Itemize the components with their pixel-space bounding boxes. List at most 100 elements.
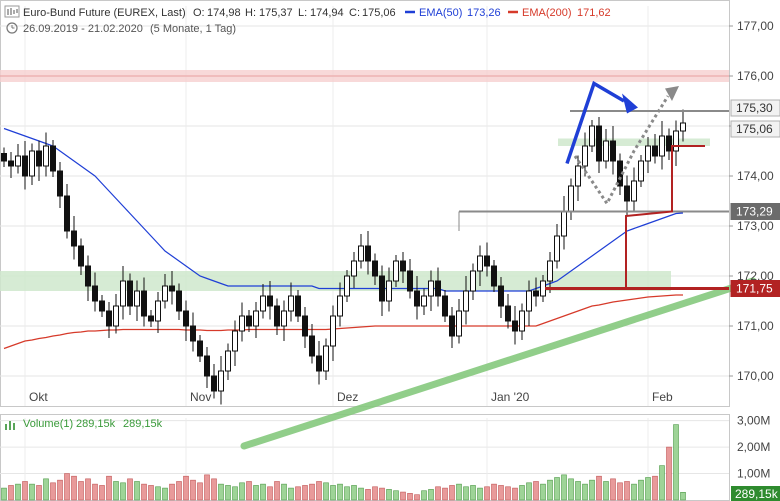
volume-bar: [288, 487, 294, 501]
volume-bar: [526, 482, 532, 501]
candle-body-down: [190, 325, 196, 342]
volume-value-2: 289,15k: [123, 418, 163, 430]
volume-bar: [624, 481, 630, 501]
volume-bar: [162, 487, 168, 501]
volume-bar: [603, 481, 609, 501]
volume-bar: [582, 483, 588, 501]
candle: [344, 270, 350, 302]
candle-body-up: [337, 295, 343, 317]
ohlc-high-value: 175,37: [259, 7, 293, 19]
volume-bar: [169, 483, 175, 501]
candle-body-up: [260, 295, 266, 312]
candle: [134, 280, 140, 321]
candle: [547, 252, 553, 293]
volume-bar: [8, 485, 14, 501]
volume-bar: [547, 479, 553, 501]
candle-body-up: [519, 310, 525, 332]
candle: [246, 310, 252, 332]
candle-body-up: [120, 280, 126, 307]
volume-bar: [645, 477, 651, 501]
volume-bar: [274, 481, 280, 501]
date-label: Okt: [29, 390, 48, 404]
volume-bars: [1, 424, 686, 501]
ema-lines: [3, 127, 684, 350]
candle-body-down: [449, 315, 455, 337]
candle-body-down: [652, 145, 658, 157]
volume-bar: [1, 487, 7, 501]
candle: [358, 234, 364, 269]
candle-body-down: [8, 160, 14, 167]
price-tag-bg: [730, 99, 780, 117]
volume-bar: [554, 477, 560, 501]
volume-bar: [519, 485, 525, 501]
candle: [603, 129, 609, 169]
volume-bar: [92, 483, 98, 501]
volume-bar: [498, 485, 504, 501]
volume-bar: [533, 481, 539, 501]
price-tick-label: 173,00: [737, 219, 774, 233]
stop-step-line: [625, 145, 705, 289]
candle: [1, 147, 7, 167]
candle-body-down: [267, 295, 273, 307]
candle: [533, 277, 539, 307]
chart-type-icon[interactable]: [4, 5, 20, 18]
candle-body-up: [428, 280, 434, 297]
candle: [470, 263, 476, 300]
volume-bar: [71, 475, 77, 501]
date-axis: Okt Nov Dez Jan '20 Feb: [29, 390, 673, 404]
volume-bar: [421, 490, 427, 501]
candle: [659, 121, 665, 170]
candle-body-up: [421, 295, 427, 307]
candle: [624, 175, 630, 216]
ema50-label[interactable]: EMA(50): [419, 7, 462, 19]
candle: [505, 294, 511, 329]
candle-body-down: [204, 355, 210, 377]
candle-body-up: [568, 185, 574, 212]
price-tick-label: 170,00: [737, 369, 774, 383]
volume-bar: [148, 485, 154, 501]
candle: [260, 284, 266, 319]
volume-axis: 1,00M 2,00M 3,00M 289,15k: [731, 414, 780, 501]
candle-body-up: [547, 260, 553, 282]
candle: [302, 307, 308, 348]
ema200-label[interactable]: EMA(200): [522, 7, 572, 19]
candle: [365, 231, 371, 275]
volume-bar: [631, 483, 637, 501]
candle: [106, 302, 112, 338]
uptrend-line: [240, 277, 757, 450]
price-tag-bg: [730, 203, 780, 220]
candle-body-up: [463, 290, 469, 312]
candle-body-up: [253, 310, 259, 327]
candle-body-down: [85, 265, 91, 287]
ema200-line: [3, 294, 683, 350]
volume-bar: [253, 485, 259, 501]
candle-body-up: [162, 285, 168, 302]
volume-bar: [400, 491, 406, 501]
candle-body-up: [540, 280, 546, 297]
volume-bar: [302, 485, 308, 501]
volume-bar: [575, 481, 581, 501]
candle-body-down: [666, 135, 672, 152]
price-tick-label: 171,00: [737, 319, 774, 333]
price-tag-label: 175,30: [736, 101, 773, 115]
clock-icon: [6, 22, 18, 34]
projection-arrowhead: [665, 86, 679, 101]
candle: [113, 294, 119, 334]
volume-bar: [386, 489, 392, 501]
volume-label[interactable]: Volume(1): [23, 418, 73, 430]
ema50-line: [3, 127, 684, 292]
candle: [281, 300, 287, 341]
candle: [351, 252, 357, 288]
volume-bar: [204, 474, 210, 501]
volume-bar: [281, 483, 287, 501]
volume-bar: [673, 424, 679, 501]
candle: [589, 120, 595, 152]
candle-body-down: [169, 285, 175, 292]
price-tag-bg: [730, 280, 780, 297]
volume-bar: [379, 487, 385, 501]
volume-bar: [470, 485, 476, 501]
volume-bar: [365, 489, 371, 501]
candle: [519, 303, 525, 340]
candle-body-up: [155, 300, 161, 322]
volume-bar: [372, 486, 378, 501]
